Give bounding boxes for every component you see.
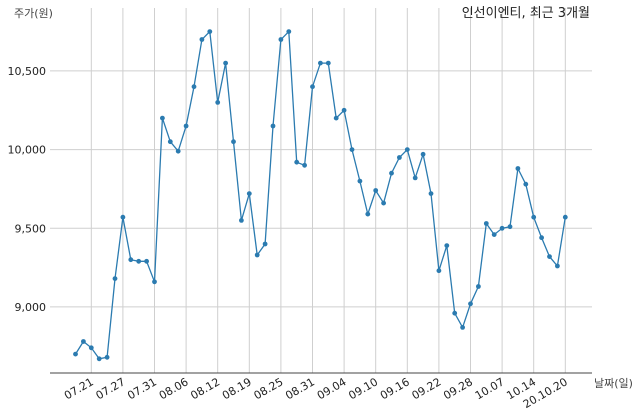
data-point [531, 214, 537, 220]
data-point [547, 254, 552, 259]
data-point [389, 170, 394, 176]
x-tick-label: 09.10 [346, 375, 380, 402]
data-point [73, 351, 78, 357]
data-point [373, 188, 379, 193]
data-point [160, 115, 165, 121]
data-point [112, 276, 118, 281]
x-tick-label: 07.31 [125, 375, 159, 402]
x-tick-label: 10.07 [473, 375, 507, 402]
data-point [199, 37, 205, 42]
x-tick-label: 08.25 [252, 375, 286, 402]
data-point [262, 241, 268, 247]
data-point [420, 151, 426, 157]
data-point [96, 356, 102, 362]
chart-title: 인선이엔티, 최근 3개월 [462, 6, 590, 21]
data-point [191, 84, 197, 90]
data-point [254, 252, 260, 258]
x-axis-tick-labels: 07.2107.2707.3108.0608.1208.1908.2508.31… [62, 375, 570, 411]
data-point [215, 100, 221, 105]
data-point [357, 178, 363, 184]
x-tick-label: 07.27 [94, 375, 128, 402]
data-point [452, 310, 458, 316]
data-point [397, 155, 402, 160]
data-point [207, 29, 213, 34]
x-tick-label: 08.19 [220, 375, 254, 402]
data-point [223, 60, 229, 66]
data-point [152, 279, 157, 285]
data-point [136, 258, 142, 264]
horizontal-gridlines [50, 70, 592, 308]
data-point [483, 221, 489, 226]
data-point [491, 232, 497, 238]
data-point [270, 123, 276, 129]
data-point [167, 139, 173, 145]
data-point [499, 225, 505, 231]
data-point [539, 235, 544, 241]
data-point [333, 115, 339, 121]
data-point [523, 181, 529, 187]
data-point [412, 175, 418, 181]
vertical-gridlines [90, 8, 566, 373]
data-point [246, 191, 252, 197]
data-point [278, 37, 284, 42]
data-point [460, 325, 465, 330]
data-point [81, 339, 86, 344]
data-point [428, 191, 434, 197]
data-point [507, 224, 513, 230]
data-point [341, 107, 347, 113]
x-tick-label: 07.21 [62, 375, 96, 402]
data-point [365, 211, 371, 217]
x-tick-label: 08.06 [157, 375, 191, 402]
x-axis-label: 날짜(일) [594, 376, 633, 390]
y-tick-label: 10,000 [8, 144, 47, 157]
x-tick-label: 08.31 [283, 375, 317, 402]
data-point [381, 200, 386, 206]
data-point [302, 162, 307, 168]
data-point [294, 159, 300, 165]
x-tick-label: 09.04 [315, 375, 349, 402]
data-point [175, 148, 181, 154]
y-axis-label: 주가(원) [14, 7, 53, 20]
data-point [468, 301, 473, 307]
data-point [325, 60, 331, 66]
data-point [318, 60, 323, 66]
x-tick-label: 09.22 [410, 375, 444, 402]
data-point [120, 214, 126, 220]
data-point [231, 139, 236, 145]
data-point [128, 257, 134, 263]
y-tick-label: 10,500 [8, 65, 47, 78]
y-tick-label: 9,000 [15, 301, 47, 314]
data-point [562, 214, 568, 220]
x-tick-label: 08.12 [188, 375, 222, 402]
price-series-line [74, 30, 566, 360]
data-point [183, 123, 189, 129]
data-point [310, 84, 315, 90]
y-tick-label: 9,500 [15, 222, 47, 235]
y-axis-tick-labels: 9,000 9,500 10,000 10,500 [8, 65, 47, 314]
data-point [286, 29, 292, 34]
x-tick-label: 09.28 [441, 375, 475, 402]
data-point [515, 166, 521, 171]
price-series-points [73, 29, 568, 362]
data-point [476, 284, 481, 289]
data-point [88, 345, 94, 351]
x-tick-label: 09.16 [378, 375, 412, 402]
data-point [444, 243, 450, 249]
data-point [555, 263, 560, 269]
data-point [349, 147, 355, 153]
data-point [436, 268, 442, 274]
data-point [404, 147, 410, 153]
data-point [239, 218, 244, 223]
data-point [144, 258, 150, 264]
data-point [104, 354, 110, 360]
